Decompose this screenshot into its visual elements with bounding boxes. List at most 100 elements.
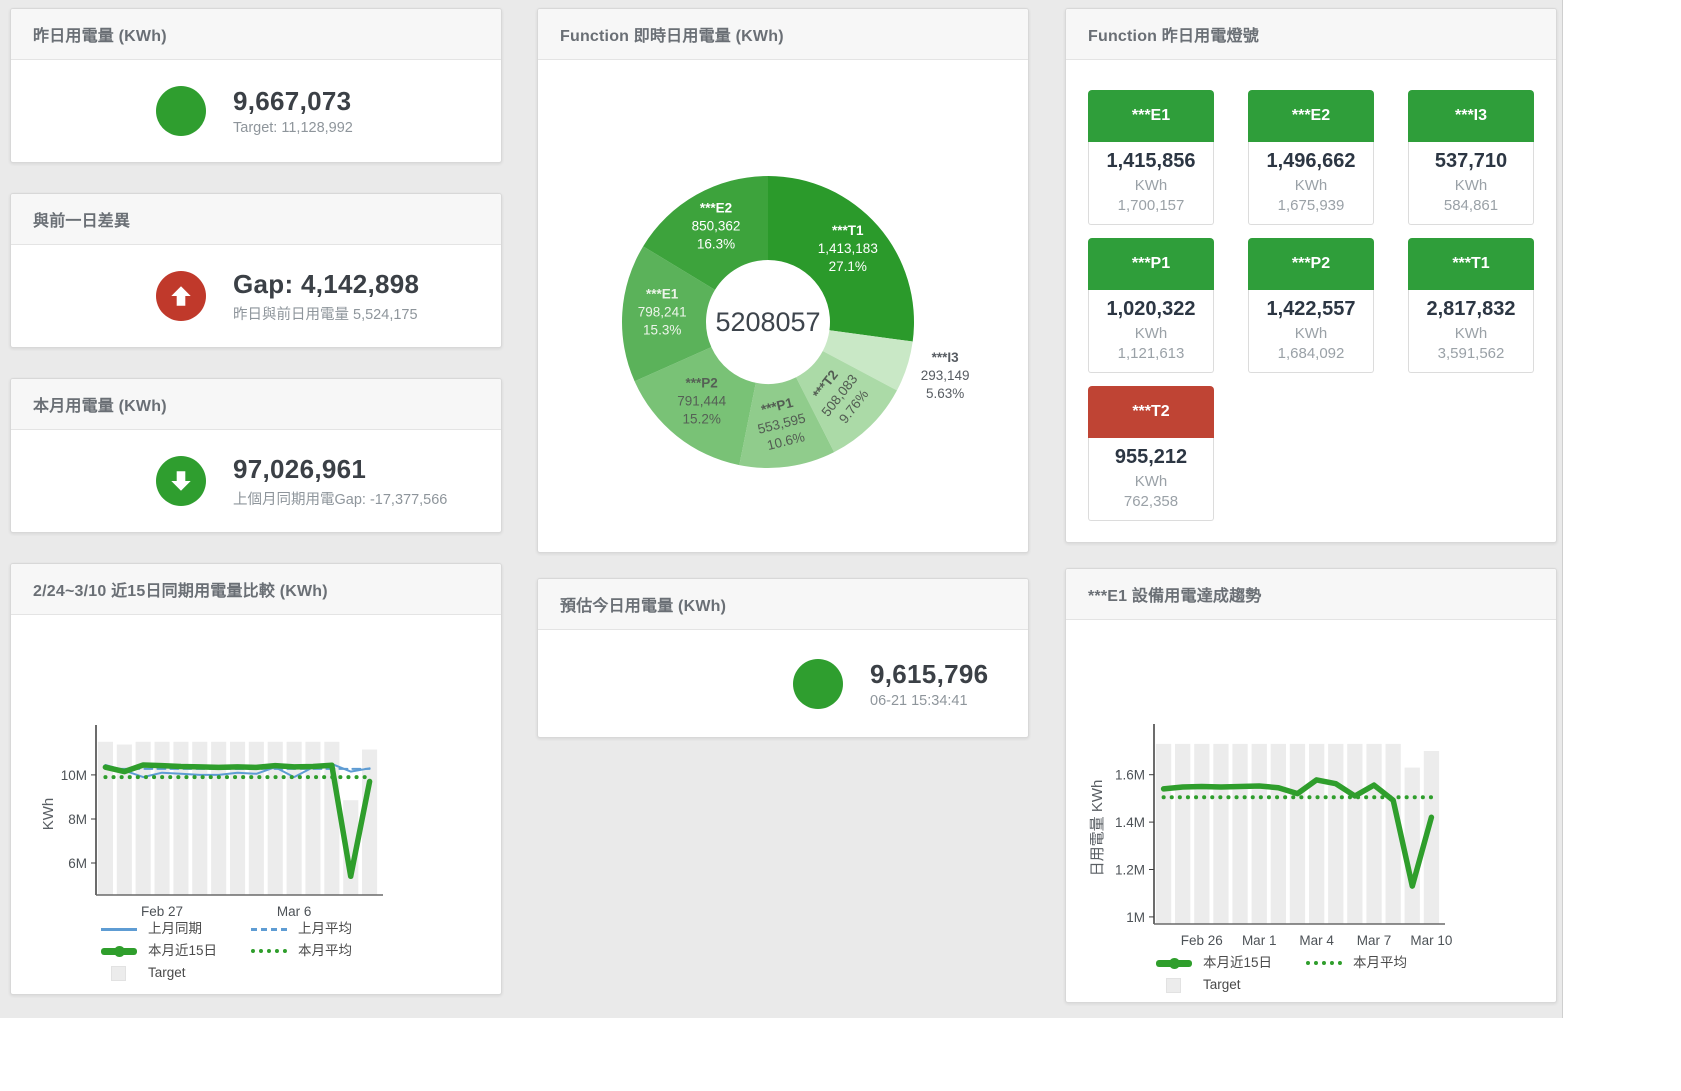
stat-subtitle: 昨日與前日用電量 5,524,175 bbox=[233, 306, 418, 323]
tile-body: 1,496,662 KWh 1,675,939 bbox=[1248, 142, 1374, 225]
panel-yesterday-usage: 昨日用電量 (KWh) 9,667,073 Target: 11,128,992 bbox=[10, 8, 502, 163]
donut-slice-T1[interactable] bbox=[768, 176, 915, 342]
light-tile-T2: ***T2 955,212 KWh 762,358 bbox=[1088, 386, 1214, 521]
tile-unit: KWh bbox=[1294, 177, 1328, 194]
realtime-usage-donut-chart: ***T1 1,413,183 27.1%***I3 293,149 5.63%***T… bbox=[621, 176, 970, 469]
tile-value: 1,415,856 bbox=[1106, 150, 1196, 172]
legend-label: Target bbox=[1203, 977, 1241, 992]
legend-marker-icon bbox=[1166, 977, 1181, 993]
target-bar bbox=[1251, 743, 1267, 924]
x-tick-label: Mar 7 bbox=[1357, 933, 1392, 948]
donut-slice-label: ***P2 791,444 15.2% bbox=[677, 376, 726, 427]
legend-item-dots[interactable]: 本月平均 bbox=[251, 943, 421, 959]
tile-body: 1,415,856 KWh 1,700,157 bbox=[1088, 142, 1214, 225]
stat-subtitle: 上個月同期用電Gap: -17,377,566 bbox=[233, 491, 448, 508]
target-bar bbox=[1423, 751, 1440, 924]
stat-text-group: Gap: 4,142,898 昨日與前日用電量 5,524,175 bbox=[233, 269, 419, 324]
target-bar bbox=[192, 741, 208, 895]
stat-body: 9,615,796 06-21 15:34:41 bbox=[538, 630, 1028, 737]
legend-item-box[interactable]: Target bbox=[101, 965, 251, 981]
donut-center-total: 5208057 bbox=[715, 307, 820, 337]
legend-item-line[interactable]: 上月同期 bbox=[101, 921, 251, 937]
target-bar bbox=[267, 741, 283, 895]
panel-title-realtime: Function 即時日用電量 (KWh) bbox=[538, 9, 1028, 60]
legend-label: 本月近15日 bbox=[1203, 955, 1273, 970]
tile-target: 1,684,092 bbox=[1277, 345, 1345, 362]
legend-label: Target bbox=[148, 965, 186, 980]
status-circle-green-icon bbox=[156, 86, 206, 136]
series-line-solid bbox=[1160, 777, 1435, 889]
donut-slice-P1[interactable] bbox=[739, 377, 835, 469]
tile-body: 955,212 KWh 762,358 bbox=[1088, 438, 1214, 521]
legend-item-box[interactable]: Target bbox=[1156, 977, 1306, 993]
donut-slice-I3[interactable] bbox=[822, 330, 913, 391]
panel-title-compare: 2/24~3/10 近15日同期用電量比較 (KWh) bbox=[11, 564, 501, 615]
x-tick-label: Mar 1 bbox=[1242, 933, 1277, 948]
target-bar bbox=[1309, 743, 1325, 924]
stat-value: 97,026,961 bbox=[233, 453, 367, 484]
x-tick-label: Feb 26 bbox=[1181, 933, 1223, 948]
x-tick-label: Mar 6 bbox=[277, 904, 312, 919]
y-tick-label: 10M bbox=[61, 768, 87, 783]
y-tick-label: 6M bbox=[68, 856, 87, 871]
tile-unit: KWh bbox=[1134, 177, 1168, 194]
legend-label: 本月近15日 bbox=[148, 943, 218, 958]
panel-yesterday-status-lights: Function 昨日用電燈號 ***E1 1,415,856 KWh 1,700,1… bbox=[1065, 8, 1557, 543]
stat-text-group: 9,667,073 Target: 11,128,992 bbox=[233, 86, 353, 136]
target-bar bbox=[1213, 743, 1229, 924]
tile-status-header: ***E1 bbox=[1088, 90, 1214, 142]
target-bar bbox=[1270, 743, 1286, 924]
legend-item-dash[interactable]: 上月平均 bbox=[251, 921, 421, 937]
legend-item-dots[interactable]: 本月平均 bbox=[1306, 955, 1476, 971]
target-bar bbox=[1347, 743, 1363, 924]
tile-unit: KWh bbox=[1134, 473, 1168, 490]
target-bar bbox=[173, 741, 189, 895]
panel-gap-vs-previous-day: 與前一日差異 Gap: 4,142,898 昨日與前日用電量 5,524,175 bbox=[10, 193, 502, 348]
target-bar bbox=[343, 800, 359, 895]
donut-slice-label: ***I3 293,149 5.63% bbox=[921, 350, 970, 401]
target-bar bbox=[1366, 743, 1382, 924]
tile-unit: KWh bbox=[1454, 177, 1488, 194]
donut-slice-T2[interactable] bbox=[796, 351, 897, 453]
tile-body: 1,020,322 KWh 1,121,613 bbox=[1088, 290, 1214, 373]
tile-target: 3,591,562 bbox=[1437, 345, 1505, 362]
panel-title-month: 本月用電量 (KWh) bbox=[11, 379, 501, 430]
target-bar bbox=[116, 744, 132, 895]
e1-trend-chart-legend: 本月近15日 本月平均 Target bbox=[1156, 955, 1556, 993]
tile-target: 1,700,157 bbox=[1117, 197, 1185, 214]
target-bar bbox=[1404, 767, 1420, 924]
panel-e1-trend-chart: ***E1 設備用電達成趨勢 1M 1.2M 1.4M 1.6M Feb 26 Mar 1… bbox=[1065, 568, 1557, 1003]
donut-slice-E2[interactable] bbox=[643, 176, 768, 290]
light-tile-P2: ***P2 1,422,557 KWh 1,684,092 bbox=[1248, 238, 1374, 373]
down-arrow-icon bbox=[171, 471, 191, 491]
target-bar bbox=[1385, 743, 1401, 924]
legend-item-thick[interactable]: 本月近15日 bbox=[101, 943, 251, 959]
panel-title-e1-trend: ***E1 設備用電達成趨勢 bbox=[1066, 569, 1556, 620]
tile-value: 537,710 bbox=[1434, 150, 1508, 172]
legend-marker-icon bbox=[251, 949, 287, 953]
x-tick-label: Feb 27 bbox=[141, 904, 183, 919]
donut-slice-E1[interactable] bbox=[621, 246, 715, 382]
x-tick-label: Mar 4 bbox=[1299, 933, 1334, 948]
donut-slice-P2[interactable] bbox=[634, 347, 756, 466]
tile-unit: KWh bbox=[1294, 325, 1328, 342]
tile-target: 762,358 bbox=[1123, 493, 1179, 510]
up-arrow-icon bbox=[171, 286, 191, 306]
tile-target: 1,121,613 bbox=[1117, 345, 1185, 362]
legend-marker-icon bbox=[111, 965, 126, 981]
target-bar bbox=[305, 741, 321, 895]
status-circle-green-icon bbox=[793, 658, 843, 709]
tile-value: 1,020,322 bbox=[1106, 298, 1196, 320]
target-bar bbox=[286, 741, 302, 895]
stat-subtitle: Target: 11,128,992 bbox=[233, 120, 353, 136]
compare-chart-legend: 上月同期 上月平均本月近15日 本月平均 Target bbox=[101, 921, 501, 981]
light-tile-P1: ***P1 1,020,322 KWh 1,121,613 bbox=[1088, 238, 1214, 373]
target-bar bbox=[362, 749, 378, 895]
tile-status-header: ***E2 bbox=[1248, 90, 1374, 142]
y-tick-label: 1M bbox=[1126, 910, 1145, 925]
target-bar bbox=[230, 741, 246, 895]
target-bar bbox=[97, 741, 113, 895]
stat-value: 9,667,073 bbox=[233, 86, 352, 116]
tile-value: 955,212 bbox=[1114, 446, 1188, 468]
legend-item-thick[interactable]: 本月近15日 bbox=[1156, 955, 1306, 971]
